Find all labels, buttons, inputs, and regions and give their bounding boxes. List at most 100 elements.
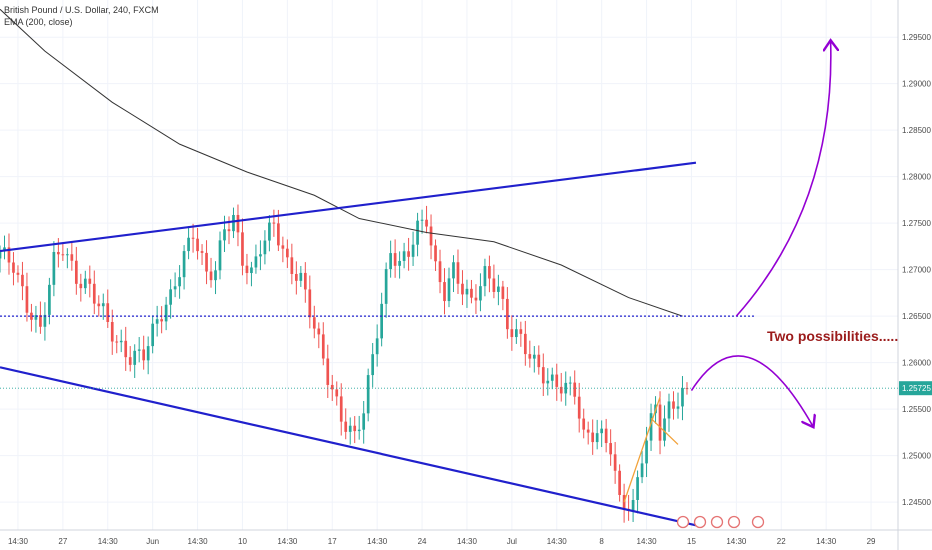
candle-body [196,238,199,252]
candle-body [443,282,446,302]
candle-body [312,317,316,329]
candle-body [393,253,397,266]
candle-body [209,271,213,281]
candle-body [25,286,29,313]
candle-body [61,254,65,256]
candle-body [218,240,222,271]
candle-body [335,389,339,397]
candle-body [366,375,370,414]
candle-body [532,354,536,359]
candle-body [537,354,541,368]
candle-body [645,440,648,464]
candle-body [411,244,415,257]
candle-body [128,357,132,365]
candle-body [151,323,155,347]
candle-body [214,270,217,281]
candle-body [613,454,617,471]
candle-body [30,312,33,320]
candle-body [506,298,509,330]
candle-body [470,288,473,298]
candle-body [541,367,545,384]
candle-body [362,413,366,430]
candle-body [106,303,110,322]
candle-body [187,237,190,252]
y-tick-label: 1.29000 [902,80,931,89]
candle-body [200,251,204,253]
candle-body [299,272,303,281]
candle-body [681,388,684,407]
candle-body [353,425,357,432]
candle-body [277,223,280,246]
wedge-line [623,396,661,503]
x-tick-label: 27 [58,537,67,546]
candle-body [286,248,289,258]
candle-body [290,257,294,274]
candle-body [339,396,343,422]
x-tick-label: Jun [146,537,159,546]
candle-body [676,406,680,409]
x-tick-label: 14:30 [547,537,568,546]
candle-body [245,265,249,274]
candle-body [191,237,195,239]
candle-body [407,251,410,257]
candle-body [528,354,532,359]
y-tick-label: 1.26500 [902,312,931,321]
candle-body [124,340,128,358]
candle-body [326,358,330,385]
arrow-up-scenario [735,42,830,317]
y-tick-label: 1.24500 [902,498,931,507]
y-tick-label: 1.27500 [902,219,931,228]
economic-event-icon [727,515,741,529]
chart-legend: British Pound / U.S. Dollar, 240, FXCM E… [4,4,159,28]
economic-event-icon [676,515,690,529]
arrow-down-scenario [690,355,812,426]
candle-body [3,247,6,252]
candle-body [559,386,563,394]
candle-body [115,341,119,343]
candle-body [416,220,419,245]
candle-body [39,315,42,327]
candle-body [438,261,442,283]
candle-body [250,267,253,274]
candle-body [137,349,141,351]
candle-body [488,266,491,279]
candle-body [110,321,114,342]
economic-event-icon [693,515,707,529]
candle-body [119,340,123,343]
candle-body [74,260,78,284]
candle-body [79,283,83,289]
candle-body [21,274,24,287]
candle-body [232,214,235,232]
candle-body [663,418,666,441]
candle-body [483,266,487,287]
candle-body [402,251,406,261]
candle-body [555,374,559,387]
candle-body [348,425,352,432]
candle-body [182,251,186,278]
x-tick-label: 14:30 [816,537,837,546]
candle-body [600,428,604,434]
y-tick-label: 1.25000 [902,452,931,461]
candle-body [308,289,312,318]
annotation-two-possibilities: Two possibilities..... [767,328,898,344]
candle-body [101,303,105,307]
candle-body [294,273,298,281]
candle-body [586,429,590,433]
candle-body [550,374,554,381]
x-tick-label: 15 [687,537,696,546]
candle-body [146,346,150,361]
candle-body [142,349,146,361]
x-tick-label: 24 [418,537,427,546]
candle-body [12,262,15,273]
candle-body [685,388,689,390]
candle-body [97,303,101,307]
candle-body [546,380,550,384]
x-tick-label: 14:30 [367,537,388,546]
channel-upper-line [0,161,697,253]
candle-body [205,252,208,272]
candle-body [70,254,74,261]
candle-body [389,253,392,270]
candle-body [34,315,38,320]
